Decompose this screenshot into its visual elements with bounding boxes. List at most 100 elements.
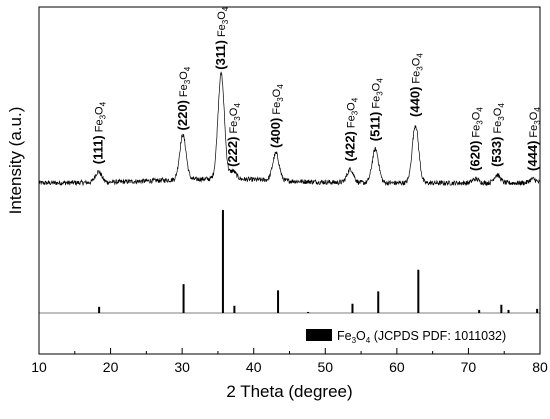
peak-hkl: (444) (525, 141, 540, 171)
x-tick-label: 70 (461, 359, 477, 375)
peak-hkl: (533) (489, 137, 504, 167)
peak-hkl: (311) (213, 40, 228, 70)
peak-label-text: (511) Fe3O4 (367, 78, 384, 142)
peak-phase: 4 (350, 97, 359, 102)
peak-phase: O (228, 107, 240, 116)
peak-hkl: (400) (268, 118, 283, 148)
peak-label: (444) Fe3O4 (525, 107, 542, 171)
peak-hkl: (222) (225, 137, 240, 167)
peak-label-text: (422) Fe3O4 (342, 97, 359, 161)
peak-hkl: (511) (367, 112, 382, 142)
peak-phase: Fe (410, 71, 422, 84)
x-tick-label: 30 (174, 359, 190, 375)
legend-swatch (306, 329, 332, 341)
legend-part: (JCPDS PDF: 1011032) (370, 329, 506, 343)
peak-phase: Fe (228, 121, 240, 134)
peak-label: (422) Fe3O4 (342, 97, 359, 161)
peak-label-text: (111) Fe3O4 (90, 101, 107, 164)
peak-phase: 4 (415, 53, 424, 58)
peak-phase: 3 (350, 110, 359, 115)
legend-part: Fe (337, 329, 352, 343)
peak-hkl: (111) (90, 135, 105, 164)
peak-phase: Fe (216, 24, 228, 37)
peak-label-text: (440) Fe3O4 (407, 53, 424, 117)
peak-phase: O (528, 111, 540, 120)
peak-phase: 4 (233, 103, 242, 108)
peak-label-text: (222) Fe3O4 (225, 103, 242, 167)
peak-phase: Fe (178, 84, 190, 97)
peak-phase: 3 (276, 97, 285, 102)
peak-phase: Fe (528, 125, 540, 138)
peak-hkl: (220) (175, 100, 190, 130)
peak-phase: O (410, 57, 422, 66)
peak-phase: 3 (98, 114, 107, 119)
peak-phase: Fe (370, 96, 382, 109)
peak-phase: O (370, 82, 382, 91)
axes-layer: 10 20 30 40 50 60 70 80 2 Theta (degree) Intensit… (6, 6, 548, 401)
peak-phase: Fe (345, 115, 357, 128)
peak-hkl: (620) (468, 141, 483, 171)
peak-phase: Fe (271, 102, 283, 115)
peak-label: (311) Fe3O4 (213, 6, 230, 70)
legend-label: Fe3O4 (JCPDS PDF: 1011032) (337, 329, 506, 345)
peak-label: (620) Fe3O4 (468, 107, 485, 171)
legend-part: 3 (352, 336, 357, 345)
peak-phase: O (471, 111, 483, 120)
peak-label-text: (220) Fe3O4 (175, 66, 192, 130)
peak-phase: O (93, 106, 105, 115)
peak-label: (511) Fe3O4 (367, 78, 384, 142)
peak-phase: 4 (183, 66, 192, 71)
peak-phase: O (345, 102, 357, 111)
peak-phase: 3 (415, 66, 424, 71)
peak-phase: 3 (233, 116, 242, 121)
measured-pattern-line (38, 71, 541, 187)
peak-hkl: (422) (342, 131, 357, 161)
x-tick-label: 80 (532, 359, 548, 375)
peak-phase: O (271, 88, 283, 97)
x-axis-title: 2 Theta (degree) (226, 382, 352, 401)
y-axis-title: Intensity (a.u.) (6, 107, 25, 215)
peak-label: (440) Fe3O4 (407, 53, 424, 117)
peak-phase: 3 (533, 120, 542, 125)
peak-label: (400) Fe3O4 (268, 84, 285, 148)
x-tick-label: 60 (389, 359, 405, 375)
peak-label: (111) Fe3O4 (90, 101, 107, 164)
peak-phase: Fe (492, 121, 504, 134)
peak-phase: 3 (497, 116, 506, 121)
peak-label-text: (400) Fe3O4 (268, 84, 285, 148)
peak-label: (222) Fe3O4 (225, 103, 242, 167)
peak-phase: O (178, 71, 190, 80)
peak-phase: Fe (471, 125, 483, 138)
peak-phase: 4 (497, 103, 506, 108)
x-tick-label: 50 (317, 359, 333, 375)
peak-phase: 4 (533, 107, 542, 112)
peak-label-text: (444) Fe3O4 (525, 107, 542, 171)
legend-part: O (356, 329, 366, 343)
peak-label-layer: (111)Fe3O4 (220)Fe3O4 (311)Fe3O4(222)Fe3O4… (90, 6, 541, 171)
x-tick-label: 10 (31, 359, 47, 375)
peak-label: (533) Fe3O4 (489, 103, 506, 167)
peak-phase: Fe (93, 119, 105, 132)
peak-phase: 4 (98, 101, 107, 106)
peak-label-text: (311) Fe3O4 (213, 6, 230, 70)
measured-pattern-layer (38, 71, 541, 187)
peak-phase: O (216, 11, 228, 20)
peak-label: (220) Fe3O4 (175, 66, 192, 130)
peak-phase: 4 (476, 107, 485, 112)
peak-phase: 3 (183, 79, 192, 84)
peak-phase: 4 (276, 84, 285, 89)
peak-phase: 3 (476, 120, 485, 125)
x-tick-label: 40 (246, 359, 262, 375)
peak-hkl: (440) (407, 87, 422, 117)
legend: Fe3O4 (JCPDS PDF: 1011032) (306, 329, 506, 345)
peak-phase: 4 (375, 78, 384, 83)
peak-phase: 4 (221, 6, 230, 11)
x-tick-label: 20 (103, 359, 119, 375)
reference-pattern-layer (39, 210, 540, 314)
peak-phase: 3 (221, 19, 230, 24)
peak-phase: 3 (375, 91, 384, 96)
peak-phase: O (492, 107, 504, 116)
peak-label-text: (533) Fe3O4 (489, 103, 506, 167)
peak-label-text: (620) Fe3O4 (468, 107, 485, 171)
